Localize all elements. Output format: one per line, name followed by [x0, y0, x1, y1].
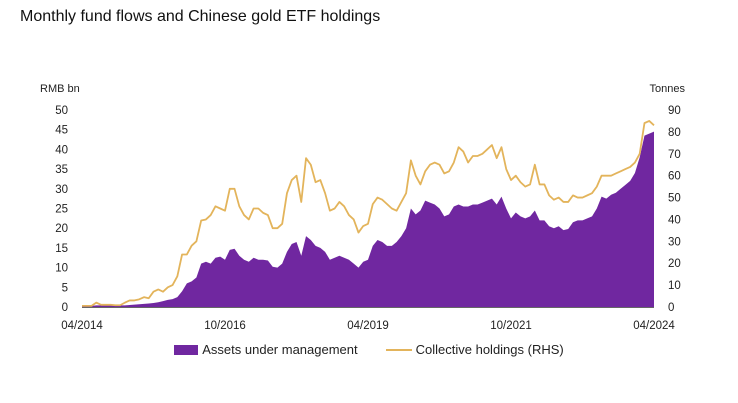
left-axis-label: RMB bn: [40, 83, 80, 95]
left-tick-label: 15: [55, 243, 68, 255]
right-tick-label: 60: [668, 171, 681, 183]
left-tick-label: 50: [55, 105, 68, 117]
left-tick-label: 5: [62, 282, 68, 294]
right-tick-label: 50: [668, 193, 681, 205]
right-tick-label: 20: [668, 258, 681, 270]
right-axis-ticks: 0 10 20 30 40 50 60 70 80 90: [668, 105, 681, 314]
left-axis-ticks: 0 5 10 15 20 25 30 35 40 45 50: [55, 105, 68, 314]
x-tick-label: 10/2021: [490, 320, 532, 332]
right-tick-label: 90: [668, 105, 681, 117]
series-layer: [82, 120, 655, 308]
legend-item-holdings: Collective holdings (RHS): [385, 342, 564, 357]
x-tick-label: 04/2019: [347, 320, 389, 332]
legend: Assets under management Collective holdi…: [0, 342, 738, 357]
x-tick-label: 04/2024: [633, 320, 675, 332]
x-tick-label: 10/2016: [204, 320, 246, 332]
right-tick-label: 80: [668, 127, 681, 139]
right-tick-label: 70: [668, 149, 681, 161]
right-tick-label: 0: [668, 302, 674, 314]
series-line-collective-holdings: [82, 120, 655, 307]
left-tick-label: 35: [55, 164, 68, 176]
left-tick-label: 25: [55, 204, 68, 216]
left-tick-label: 0: [62, 302, 68, 314]
chart-title: Monthly fund flows and Chinese gold ETF …: [20, 8, 381, 25]
right-tick-label: 30: [668, 236, 681, 248]
right-tick-label: 10: [668, 280, 681, 292]
right-axis-label: Tonnes: [650, 83, 686, 95]
left-tick-label: 40: [55, 144, 68, 156]
left-tick-label: 10: [55, 263, 68, 275]
x-tick-label: 04/2014: [61, 320, 103, 332]
left-tick-label: 45: [55, 125, 68, 137]
legend-swatch-area: [174, 344, 199, 355]
x-axis-ticks: 04/2014 10/2016 04/2019 10/2021 04/2024: [61, 320, 675, 332]
legend-label-holdings: Collective holdings (RHS): [415, 342, 564, 357]
legend-label-aum: Assets under management: [202, 342, 358, 357]
legend-swatch-line: [385, 348, 412, 351]
left-tick-label: 20: [55, 223, 68, 235]
left-tick-label: 30: [55, 184, 68, 196]
series-area-assets-under-management: [82, 131, 654, 307]
legend-item-aum: Assets under management: [174, 342, 358, 357]
right-tick-label: 40: [668, 214, 681, 226]
